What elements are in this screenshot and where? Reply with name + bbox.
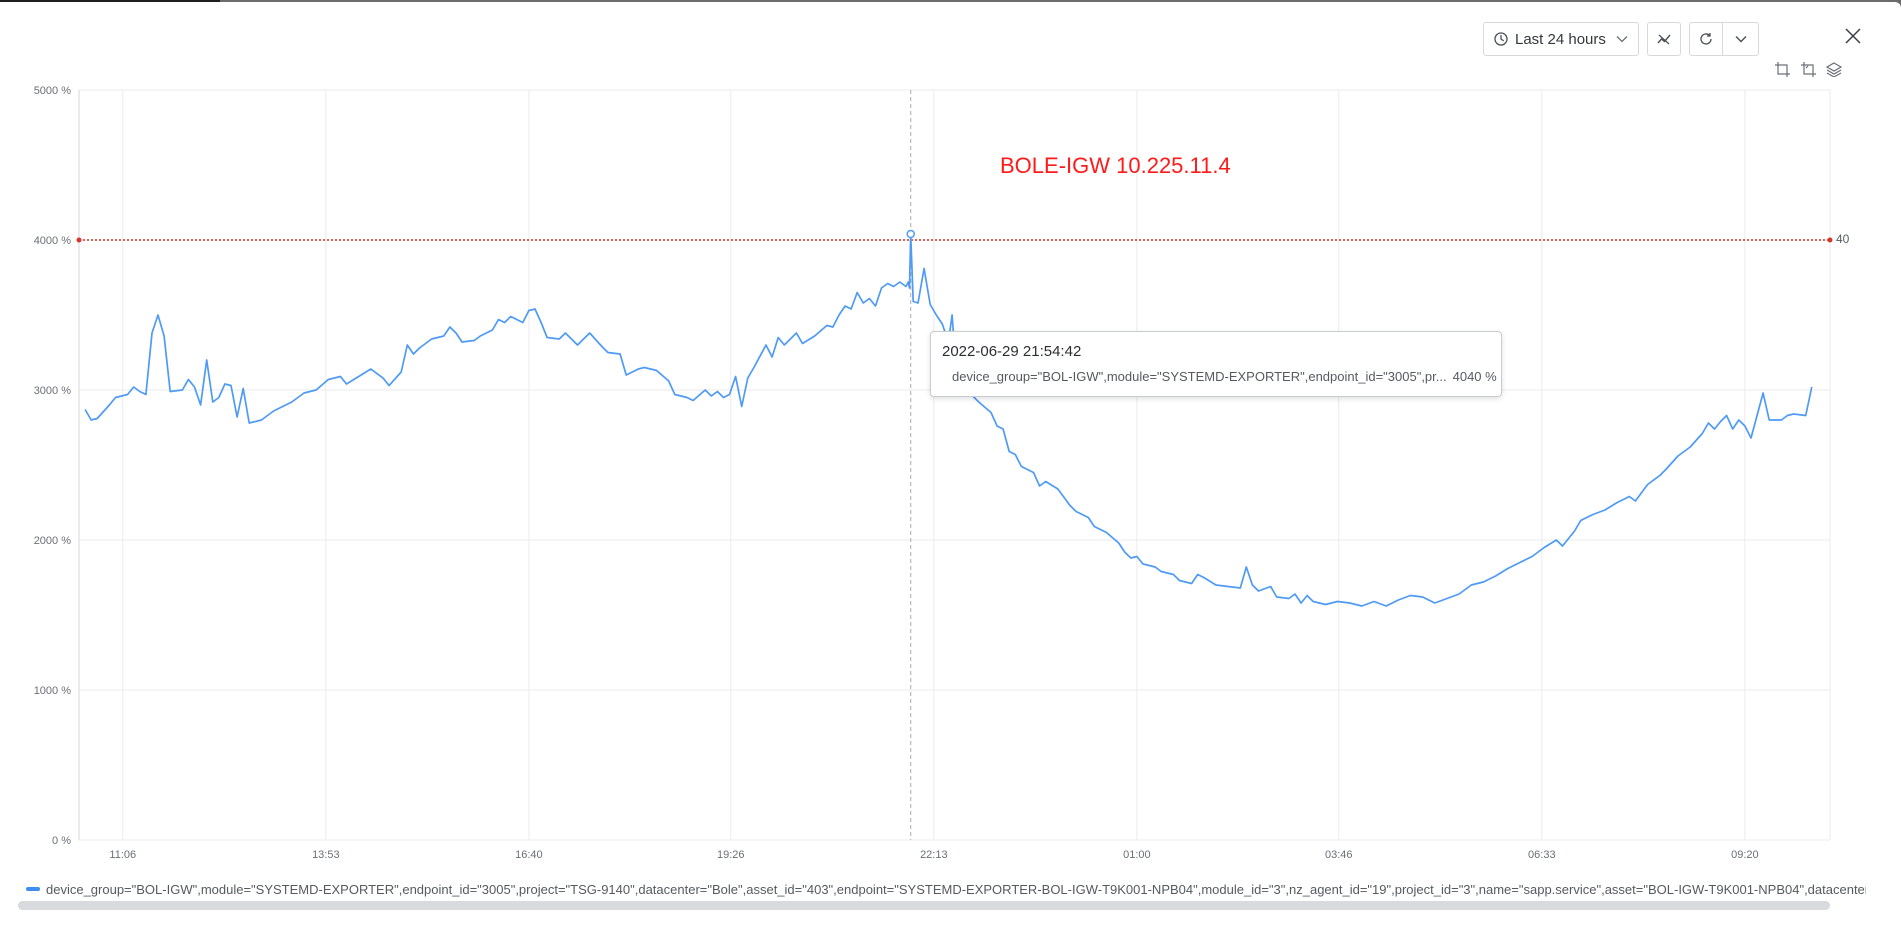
chevron-down-icon — [1735, 35, 1747, 43]
refresh-button[interactable] — [1689, 22, 1723, 56]
threshold-end-dot — [1827, 237, 1833, 243]
x-tick-label: 11:06 — [109, 849, 136, 861]
legend-swatch — [26, 887, 40, 891]
refresh-interval-dropdown[interactable] — [1723, 22, 1759, 56]
chart-annotation-title: BOLE-IGW 10.225.11.4 — [1000, 153, 1231, 178]
tooltip-series-row: device_group="BOL-IGW",module="SYSTEMD-E… — [942, 369, 1497, 384]
y-tick-label: 4000 % — [34, 235, 72, 247]
chart-settings-button[interactable] — [1647, 22, 1681, 56]
y-tick-label: 3000 % — [34, 385, 72, 397]
clock-icon — [1494, 32, 1508, 46]
threshold-line — [76, 237, 1833, 243]
x-tick-label: 16:40 — [515, 849, 543, 861]
x-tick-label: 09:20 — [1731, 849, 1759, 861]
threshold-label: 40 — [1836, 232, 1850, 246]
chevron-down-icon — [1616, 35, 1628, 43]
y-tick-label: 0 % — [52, 835, 71, 847]
layers-button[interactable] — [1825, 60, 1843, 78]
time-range-picker[interactable]: Last 24 hours — [1483, 22, 1639, 56]
refresh-icon — [1699, 32, 1713, 46]
x-tick-label: 22:13 — [920, 849, 948, 861]
chart-legend[interactable]: device_group="BOL-IGW",module="SYSTEMD-E… — [26, 879, 1866, 899]
tooltip-value: 4040 % — [1452, 369, 1497, 384]
y-axis-ticks: 5000 % 4000 % 3000 % 2000 % 1000 % 0 % — [34, 85, 72, 847]
refresh-button-group — [1689, 22, 1759, 58]
legend-series-label[interactable]: device_group="BOL-IGW",module="SYSTEMD-E… — [46, 881, 1866, 897]
legend-scrollbar-thumb[interactable] — [18, 901, 1830, 910]
y-gridlines — [78, 89, 1831, 841]
chart-zoom-tools — [1773, 60, 1843, 78]
chart-settings-icon — [1656, 31, 1672, 47]
layers-icon — [1825, 60, 1843, 78]
time-range-label: Last 24 hours — [1515, 30, 1606, 48]
x-tick-label: 06:33 — [1528, 849, 1556, 861]
close-icon — [1844, 27, 1862, 50]
legend-scrollbar[interactable] — [18, 901, 1830, 910]
x-axis-ticks: 11:06 13:53 16:40 19:26 22:13 01:00 03:46 06:33… — [109, 849, 1758, 861]
x-tick-label: 03:46 — [1325, 849, 1353, 861]
x-tick-label: 19:26 — [717, 849, 745, 861]
x-gridlines — [122, 90, 1746, 840]
y-tick-label: 1000 % — [34, 685, 72, 697]
tooltip-time: 2022-06-29 21:54:42 — [942, 343, 1082, 360]
crop-icon — [1773, 60, 1791, 78]
threshold-start-dot — [76, 237, 82, 243]
tooltip-series-label: device_group="BOL-IGW",module="SYSTEMD-E… — [952, 369, 1447, 384]
window-top-strip — [0, 0, 220, 2]
crop-icon — [1799, 60, 1817, 78]
chart-toolbar: Last 24 hours — [1483, 22, 1759, 58]
hover-point — [906, 229, 915, 239]
x-tick-label: 01:00 — [1123, 849, 1151, 861]
y-tick-label: 2000 % — [34, 535, 72, 547]
x-tick-label: 13:53 — [312, 849, 340, 861]
series-line[interactable] — [84, 233, 1813, 607]
zoom-reset-button[interactable] — [1799, 60, 1817, 78]
y-tick-label: 5000 % — [34, 85, 72, 97]
hover-tooltip: 2022-06-29 21:54:42 device_group="BOL-IG… — [930, 331, 1502, 397]
zoom-select-button[interactable] — [1773, 60, 1791, 78]
close-button[interactable] — [1839, 24, 1867, 52]
